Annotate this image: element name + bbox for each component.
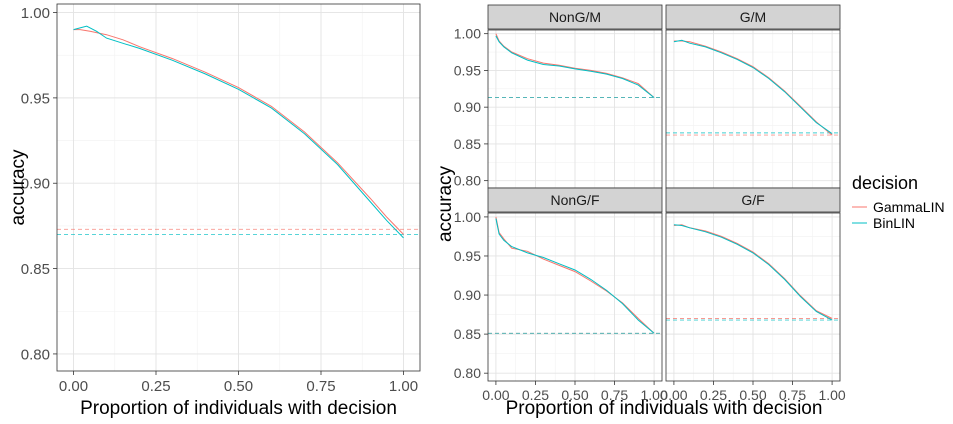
left-xtick-label: 1.00	[389, 378, 418, 395]
left-ytick-label: 0.95	[21, 90, 50, 107]
legend-title: decision	[852, 173, 918, 193]
facet-g-m-strip	[665, 4, 841, 30]
facet-nong-m-strip-label: NonG/M	[549, 9, 601, 25]
facet-nong-f-ytick-label: 0.80	[454, 365, 481, 381]
facet-g-f-xtick-label: 0.50	[739, 387, 766, 403]
facet-g-m-series-gammalin	[673, 40, 833, 136]
facet-g-f-xtick-label: 0.25	[700, 387, 727, 403]
facet-nong-f-ytick-label: 0.90	[454, 287, 481, 303]
legend-label-gammalin: GammaLIN	[873, 199, 945, 215]
facet-nong-f-xtick-label: 0.00	[482, 387, 509, 403]
left-xtick-label: 0.75	[306, 378, 335, 395]
facet-nong-m-ytick-label: 0.80	[454, 173, 481, 189]
right-plot: NonG/M0.800.850.900.951.00G/MNonG/F0.800…	[435, 4, 846, 419]
left-series-gammalin	[73, 29, 404, 235]
facet-nong-f-ytick-label: 0.85	[454, 326, 481, 342]
facet-g-f-xtick-label: 0.00	[660, 387, 687, 403]
left-series-binlin	[73, 25, 404, 239]
facet-nong-m-ytick-label: 0.85	[454, 136, 481, 152]
legend-label-binlin: BinLIN	[873, 215, 915, 231]
left-x-axis-label: Proportion of individuals with decision	[80, 398, 397, 419]
facet-nong-m-ytick-label: 1.00	[454, 26, 481, 42]
left-ytick-label: 0.80	[21, 346, 50, 363]
left-xtick-label: 0.00	[59, 378, 88, 395]
facet-nong-m-series-binlin	[495, 35, 655, 98]
facet-g-f-strip	[665, 187, 841, 213]
facet-g-f-strip-label: G/F	[741, 192, 764, 208]
right-x-axis-label: Proportion of individuals with decision	[506, 398, 823, 419]
facet-nong-f-xtick-label: 1.00	[640, 387, 667, 403]
facet-nong-f-strip-label: NonG/F	[550, 192, 599, 208]
left-y-axis-label: accuracy	[8, 149, 29, 226]
facet-nong-f-xtick-label: 0.50	[561, 387, 588, 403]
left-ytick-label: 0.85	[21, 261, 50, 278]
left-plot: 0.80 0.85 0.90 0.95 1.00 0.00 0.25 0.50 0.75 1.00…	[8, 3, 421, 419]
facet-g-f-xtick-label: 1.00	[818, 387, 845, 403]
left-ytick-label: 0.90	[21, 176, 50, 193]
facet-nong-m-ytick-label: 0.95	[454, 62, 481, 78]
right-y-axis-label: accuracy	[435, 165, 456, 242]
left-ytick-label: 1.00	[21, 5, 50, 22]
facet-g-f-xtick-label: 0.75	[779, 387, 806, 403]
facet-nong-m-ytick-label: 0.90	[454, 99, 481, 115]
facet-nong-f-strip	[487, 187, 663, 213]
facet-nong-m-strip	[487, 4, 663, 30]
facet-nong-f-ytick-label: 1.00	[454, 209, 481, 225]
facet-nong-f-xtick-label: 0.75	[601, 387, 628, 403]
facet-nong-f-series-gammalin	[495, 216, 655, 334]
facet-nong-f-ytick-label: 0.95	[454, 248, 481, 264]
facet-nong-f-xtick-label: 0.25	[522, 387, 549, 403]
facet-g-f-series-binlin	[673, 224, 833, 321]
legend: decision GammaLIN BinLIN	[852, 173, 945, 231]
facet-nong-f-series-binlin	[495, 218, 655, 334]
left-xtick-label: 0.50	[224, 378, 253, 395]
left-xtick-label: 0.25	[141, 378, 170, 395]
facet-g-m-strip-label: G/M	[740, 9, 766, 25]
facet-g-m-series-binlin	[673, 39, 833, 135]
